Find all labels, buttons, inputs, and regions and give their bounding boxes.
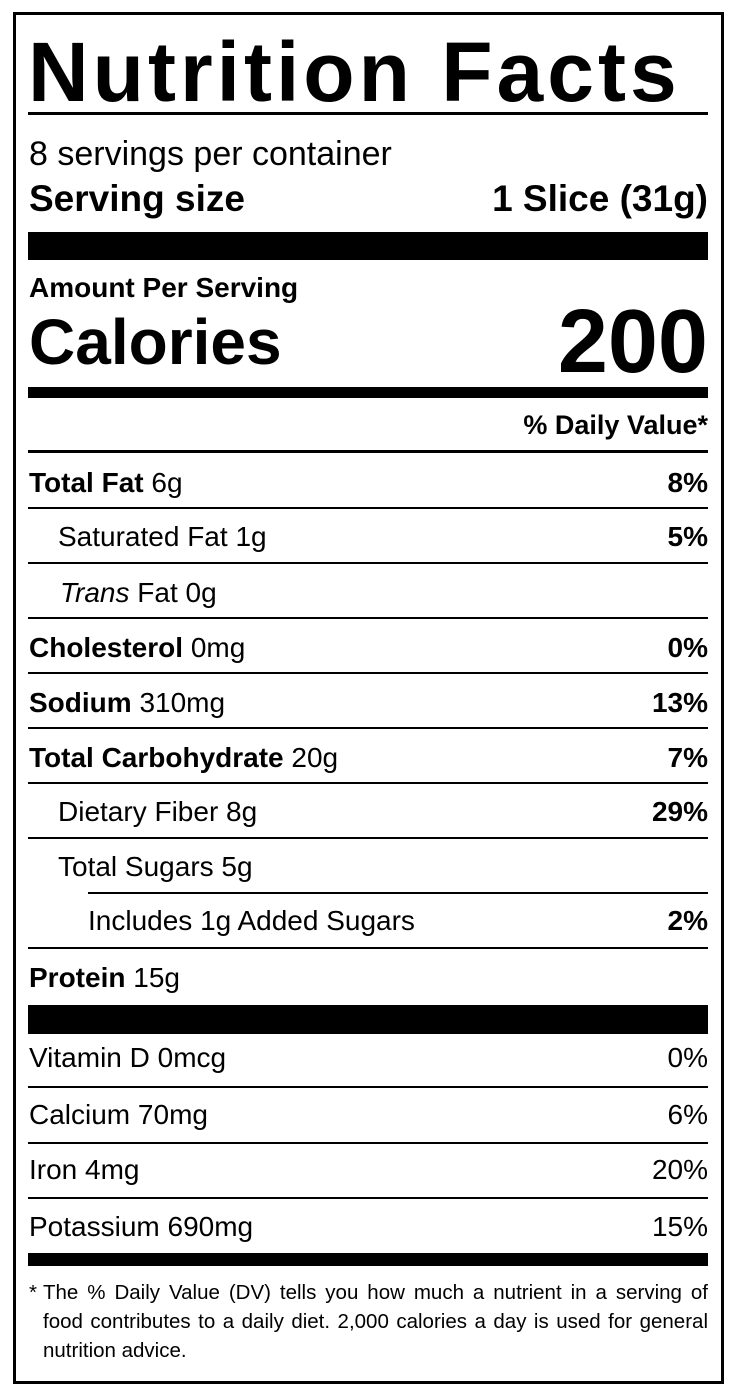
nutrient-dv: 0% — [667, 632, 708, 663]
nutrient-name: Cholesterol — [29, 632, 184, 663]
nutrient-name: Fat — [137, 577, 178, 608]
vitamin-amount: 0mcg — [157, 1042, 227, 1073]
nutrient-amount: 5g — [221, 851, 253, 882]
nutrient-row-total-sugars: Total Sugars 5g — [58, 847, 708, 887]
calories-label: Calories — [29, 306, 282, 378]
nutrient-amount: 15g — [133, 962, 180, 993]
footnote: * The % Daily Value (DV) tells you how m… — [29, 1278, 708, 1365]
vitamin-name: Iron — [29, 1154, 78, 1185]
calories-value: 200 — [557, 292, 708, 392]
vitamin-name: Potassium — [29, 1211, 160, 1242]
nutrient-dv: 7% — [667, 742, 708, 773]
nutrient-row-protein: Protein 15g — [29, 958, 708, 998]
serving-size: Serving size 1 Slice (31g) — [29, 177, 708, 221]
divider — [28, 1086, 708, 1088]
nutrient-amount: 8g — [226, 796, 258, 827]
vitamin-row-calcium: Calcium 70mg 6% — [29, 1095, 708, 1135]
nutrient-name-italic: Trans — [60, 577, 130, 608]
nutrient-amount: 20g — [291, 742, 339, 773]
nutrient-amount: 310mg — [139, 687, 226, 718]
divider — [28, 112, 708, 115]
amount-per-serving: Amount Per Serving — [29, 272, 299, 303]
nutrient-name: Protein — [29, 962, 126, 993]
serving-size-label: Serving size — [29, 178, 245, 219]
nutrient-name: Total Carbohydrate — [29, 742, 284, 773]
divider — [28, 450, 708, 453]
vitamin-amount: 690mg — [167, 1211, 254, 1242]
nutrient-row-cholesterol: Cholesterol 0mg 0% — [29, 628, 708, 668]
divider — [28, 672, 708, 674]
nutrient-row-sodium: Sodium 310mg 13% — [29, 683, 708, 723]
nutrient-amount: 6g — [151, 467, 183, 498]
nutrient-row-saturated-fat: Saturated Fat 1g 5% — [58, 517, 708, 557]
nutrient-name: Sodium — [29, 687, 132, 718]
footnote-marker: * — [29, 1281, 37, 1304]
nutrient-dv: 13% — [651, 687, 708, 718]
divider — [88, 892, 708, 894]
nutrient-dv: 2% — [667, 905, 708, 936]
divider — [28, 782, 708, 784]
vitamin-amount: 4mg — [85, 1154, 140, 1185]
nutrient-amount: 0g — [185, 577, 217, 608]
nutrition-label-border — [13, 12, 724, 1384]
serving-size-value: 1 Slice (31g) — [492, 178, 708, 219]
vitamin-dv: 15% — [651, 1211, 708, 1242]
divider — [28, 507, 708, 509]
nutrient-name: Total Fat — [29, 467, 144, 498]
divider — [28, 617, 708, 619]
nutrient-row-total-carbohydrate: Total Carbohydrate 20g 7% — [29, 738, 708, 778]
footnote-text: The % Daily Value (DV) tells you how muc… — [43, 1281, 708, 1362]
divider — [28, 1142, 708, 1144]
nutrient-name: Total Sugars — [58, 851, 214, 882]
vitamin-row-potassium: Potassium 690mg 15% — [29, 1207, 708, 1247]
nutrient-name: Saturated Fat — [58, 521, 228, 552]
nutrient-name: Dietary Fiber — [58, 796, 219, 827]
nutrient-dv: 5% — [667, 521, 708, 552]
vitamin-amount: 70mg — [137, 1099, 208, 1130]
thick-divider — [28, 232, 708, 260]
divider — [28, 947, 708, 949]
medium-divider — [28, 1253, 708, 1266]
nutrient-name: Includes 1g Added Sugars — [88, 905, 415, 936]
nutrient-amount: 0mg — [190, 632, 246, 663]
calories: Calories 200 — [29, 292, 708, 392]
vitamin-row-vitamin-d: Vitamin D 0mcg 0% — [29, 1038, 708, 1078]
vitamin-name: Vitamin D — [29, 1042, 150, 1073]
nutrient-row-total-fat: Total Fat 6g 8% — [29, 463, 708, 503]
servings-per-container: 8 servings per container — [29, 135, 392, 173]
nutrient-row-trans-fat: Trans Fat 0g — [60, 573, 708, 613]
vitamin-name: Calcium — [29, 1099, 131, 1130]
nutrient-amount: 1g — [235, 521, 267, 552]
nutrient-dv: 29% — [651, 796, 708, 827]
vitamin-dv: 0% — [667, 1042, 708, 1073]
label-title: Nutrition Facts — [28, 25, 681, 119]
divider — [28, 837, 708, 839]
vitamin-dv: 20% — [651, 1154, 708, 1185]
vitamin-row-iron: Iron 4mg 20% — [29, 1150, 708, 1190]
nutrient-row-added-sugars: Includes 1g Added Sugars 2% — [88, 901, 708, 941]
divider — [28, 1197, 708, 1199]
divider — [28, 562, 708, 564]
nutrient-dv: 8% — [667, 467, 708, 498]
divider — [28, 727, 708, 729]
medium-divider — [28, 387, 708, 398]
nutrient-row-dietary-fiber: Dietary Fiber 8g 29% — [58, 792, 708, 832]
vitamin-dv: 6% — [667, 1099, 708, 1130]
daily-value-header: % Daily Value* — [523, 410, 708, 440]
thick-divider — [28, 1005, 708, 1034]
